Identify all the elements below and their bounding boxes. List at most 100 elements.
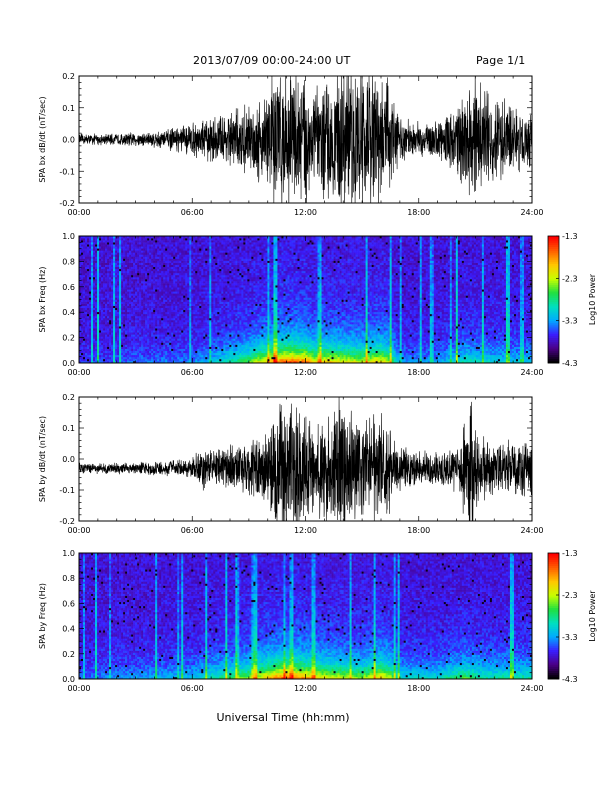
spectrogram-cell	[157, 242, 160, 245]
spectrogram-cell	[229, 348, 232, 352]
spectrogram-cell	[181, 330, 184, 333]
spectrogram-cell	[101, 260, 104, 263]
spectrogram-cell	[171, 322, 174, 325]
spectrogram-cell	[199, 348, 202, 352]
spectrogram-cell	[167, 281, 170, 284]
spectrogram-cell	[179, 346, 182, 349]
spectrogram-cell	[151, 303, 154, 306]
spectrogram-cell	[127, 248, 130, 251]
spectrogram-cell	[149, 338, 152, 341]
spectrogram-cell	[193, 268, 196, 272]
spectrogram-cell	[153, 268, 156, 272]
spectrogram-cell	[215, 324, 218, 327]
spectrogram-cell	[89, 326, 92, 329]
spectrogram-cell	[119, 264, 122, 268]
spectrogram-cell	[109, 299, 112, 302]
spectrogram-cell	[143, 242, 146, 245]
spectrogram-cell	[213, 334, 216, 337]
spectrogram-cell	[137, 326, 140, 329]
spectrogram-cell	[181, 350, 184, 354]
spectrogram-cell	[145, 299, 148, 302]
spectrogram-cell	[121, 289, 124, 292]
spectrogram-cell	[165, 328, 168, 331]
spectrogram-cell	[125, 340, 128, 343]
spectrogram-cell	[203, 360, 206, 364]
spectrogram-cell	[203, 268, 206, 272]
spectrogram-cell	[189, 299, 192, 302]
spectrogram-cell	[105, 295, 108, 298]
spectrogram-cell	[203, 254, 206, 257]
spectrogram-cell	[137, 334, 140, 337]
spectrogram-cell	[145, 301, 148, 304]
spectrogram-cell	[207, 274, 210, 278]
spectrogram-cell	[177, 293, 180, 296]
spectrogram-cell	[129, 256, 132, 259]
spectrogram-cell	[189, 295, 192, 298]
spectrogram-cell	[159, 309, 162, 313]
spectrogram-cell	[157, 281, 160, 284]
spectrogram-cell	[133, 274, 136, 278]
spectrogram-cell	[137, 281, 140, 284]
spectrogram-cell	[235, 315, 238, 319]
spectrogram-cell	[85, 311, 88, 315]
spectrogram-cell	[125, 338, 128, 341]
spectrogram-cell	[103, 301, 106, 304]
spectrogram-cell	[201, 244, 204, 247]
spectrogram-cell	[191, 266, 194, 270]
spectrogram-cell	[225, 301, 228, 304]
spectrogram-cell	[217, 328, 220, 331]
spectrogram-cell	[211, 260, 214, 263]
spectrogram-cell	[225, 266, 228, 270]
spectrogram-cell	[121, 334, 124, 337]
spectrogram-cell	[105, 283, 108, 286]
spectrogram-cell	[139, 352, 142, 356]
spectrogram-cell	[217, 244, 220, 247]
spectrogram-cell	[131, 301, 134, 304]
spectrogram-cell	[223, 299, 226, 302]
spectrogram-cell	[191, 350, 194, 354]
spectrogram-cell	[201, 311, 204, 315]
spectrogram-cell	[139, 291, 142, 294]
spectrogram-cell	[165, 311, 168, 315]
spectrogram-cell	[205, 301, 208, 304]
spectrogram-cell	[171, 260, 174, 263]
spectrogram-cell	[215, 252, 218, 255]
spectrogram-cell	[179, 309, 182, 313]
spectrogram-cell	[161, 293, 164, 296]
spectrogram-cell	[223, 248, 226, 251]
spectrogram-cell	[153, 328, 156, 331]
spectrogram-cell	[89, 270, 92, 274]
spectrogram-cell	[85, 360, 88, 364]
spectrogram-cell	[105, 268, 108, 272]
spectrogram-cell	[221, 283, 224, 286]
spectrogram-cell	[233, 281, 236, 284]
spectrogram-cell	[165, 260, 168, 263]
spectrogram-cell	[155, 328, 158, 331]
spectrogram-cell	[195, 276, 198, 280]
spectrogram-cell	[127, 272, 130, 276]
spectrogram-cell	[119, 276, 122, 280]
spectrogram-cell	[197, 236, 200, 239]
spectrogram-cell	[209, 354, 212, 358]
spectrogram-cell	[211, 252, 214, 255]
spectrogram-cell	[87, 283, 90, 286]
spectrogram-cell	[99, 240, 102, 243]
spectrogram-cell	[131, 270, 134, 274]
spectrogram-cell	[133, 326, 136, 329]
spectrogram-cell	[181, 346, 184, 349]
spectrogram-cell	[209, 240, 212, 243]
spectrogram-cell	[79, 238, 82, 241]
spectrogram-cell	[177, 276, 180, 280]
spectrogram-cell	[193, 281, 196, 284]
spectrogram-cell	[171, 276, 174, 280]
spectrogram-cell	[133, 285, 136, 288]
spectrogram-cell	[161, 315, 164, 319]
spectrogram-cell	[167, 252, 170, 255]
spectrogram-cell	[145, 334, 148, 337]
spectrogram-cell	[169, 291, 172, 294]
spectrogram-cell	[145, 268, 148, 272]
spectrogram-cell	[109, 346, 112, 349]
spectrogram-cell	[199, 299, 202, 302]
spectrogram-cell	[95, 293, 98, 296]
spectrogram-cell	[223, 317, 226, 321]
